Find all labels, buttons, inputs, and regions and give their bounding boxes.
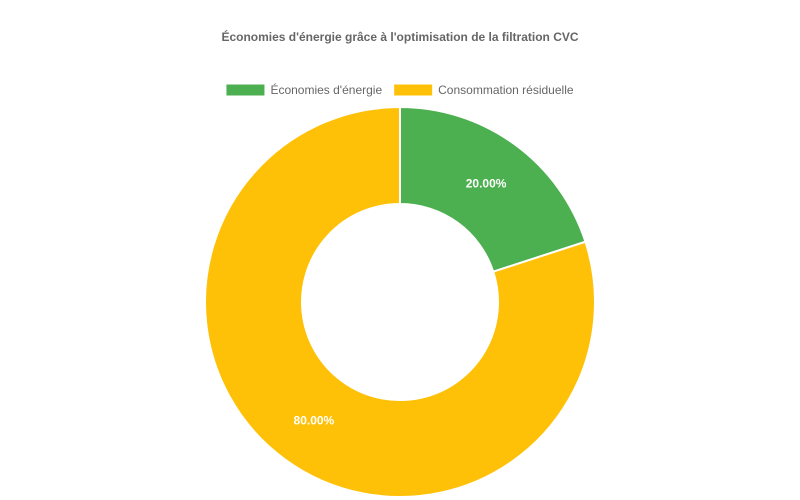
chart-slices <box>204 105 596 498</box>
slice-consommation[interactable] <box>204 105 596 498</box>
legend-item-economies[interactable]: Économies d'énergie <box>226 82 382 97</box>
data-label-economies: 20.00% <box>466 176 507 190</box>
legend-swatch <box>226 84 265 96</box>
data-label-consommation: 80.00% <box>294 414 335 428</box>
slice-economies[interactable] <box>399 105 587 273</box>
legend-label: Économies d'énergie <box>270 82 382 97</box>
legend-item-consommation[interactable]: Consommation résiduelle <box>394 83 574 97</box>
legend-swatch <box>394 84 433 96</box>
chart-title: Économies d'énergie grâce à l'optimisati… <box>221 29 578 44</box>
chart-data-labels: 20.00% 80.00% <box>294 176 507 427</box>
legend-label: Consommation résiduelle <box>438 83 574 97</box>
chart-legend: Économies d'énergie Consommation résiduel… <box>226 82 574 97</box>
